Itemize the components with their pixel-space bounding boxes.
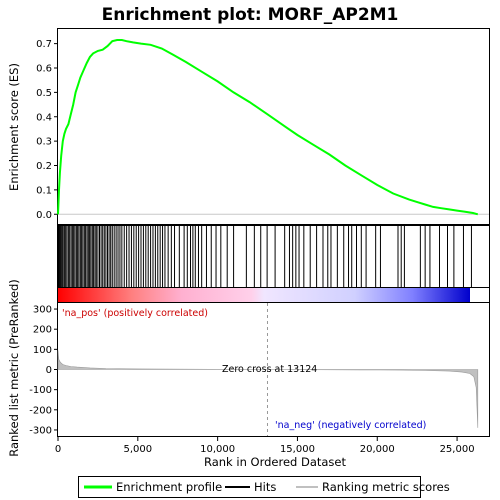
x-tick-label: 10,000 — [200, 444, 235, 455]
es-y-tick-label: 0.5 — [36, 88, 52, 99]
hit-marks — [57, 226, 472, 287]
x-tick-label: 0 — [55, 444, 61, 455]
es-y-tick-label: 0.6 — [36, 64, 52, 75]
es-y-tick-label: 0.0 — [36, 210, 52, 221]
es-axis-title: Enrichment score (ES) — [7, 63, 21, 191]
x-axis: 0 5,000 10,000 15,000 20,000 25,000 — [55, 437, 475, 455]
ranking-metric-area — [57, 350, 479, 428]
legend-label-enrichment: Enrichment profile — [116, 480, 222, 494]
metric-y-axis: 300 200 100 0 -100 -200 -300 — [29, 305, 58, 436]
metric-y-tick-label: 0 — [46, 365, 52, 376]
es-y-tick-label: 0.7 — [36, 39, 52, 50]
pos-correlated-label: 'na_pos' (positively correlated) — [62, 308, 208, 319]
neg-correlated-label: 'na_neg' (negatively correlated) — [275, 420, 426, 431]
es-panel-frame — [57, 28, 490, 225]
metric-y-tick-label: -100 — [29, 385, 52, 396]
zero-cross-label: Zero cross at 13124 — [222, 364, 317, 375]
es-y-axis: 0.0 0.1 0.2 0.3 0.4 0.5 0.6 0.7 — [36, 39, 58, 221]
metric-y-tick-label: 100 — [33, 345, 52, 356]
metric-y-tick-label: -300 — [29, 425, 52, 436]
rank-color-bar — [58, 287, 470, 302]
x-axis-title: Rank in Ordered Dataset — [204, 455, 347, 469]
metric-y-tick-label: 300 — [33, 305, 52, 316]
x-tick-label: 20,000 — [360, 444, 395, 455]
legend: Enrichment profile Hits Ranking metric s… — [78, 476, 450, 498]
chart-title: Enrichment plot: MORF_AP2M1 — [102, 5, 399, 25]
es-y-tick-label: 0.3 — [36, 137, 52, 148]
metric-y-tick-label: -200 — [29, 405, 52, 416]
legend-label-metric: Ranking metric scores — [322, 480, 450, 494]
x-tick-label: 5,000 — [123, 444, 152, 455]
x-tick-label: 25,000 — [440, 444, 475, 455]
enrichment-profile-line — [57, 39, 479, 216]
metric-y-tick-label: 200 — [33, 325, 52, 336]
es-y-tick-label: 0.1 — [36, 185, 52, 196]
es-y-tick-label: 0.2 — [36, 161, 52, 172]
es-y-tick-label: 0.4 — [36, 112, 52, 123]
metric-axis-title: Ranked list metric (PreRanked) — [7, 279, 21, 457]
x-tick-label: 15,000 — [280, 444, 315, 455]
legend-label-hits: Hits — [254, 480, 276, 494]
